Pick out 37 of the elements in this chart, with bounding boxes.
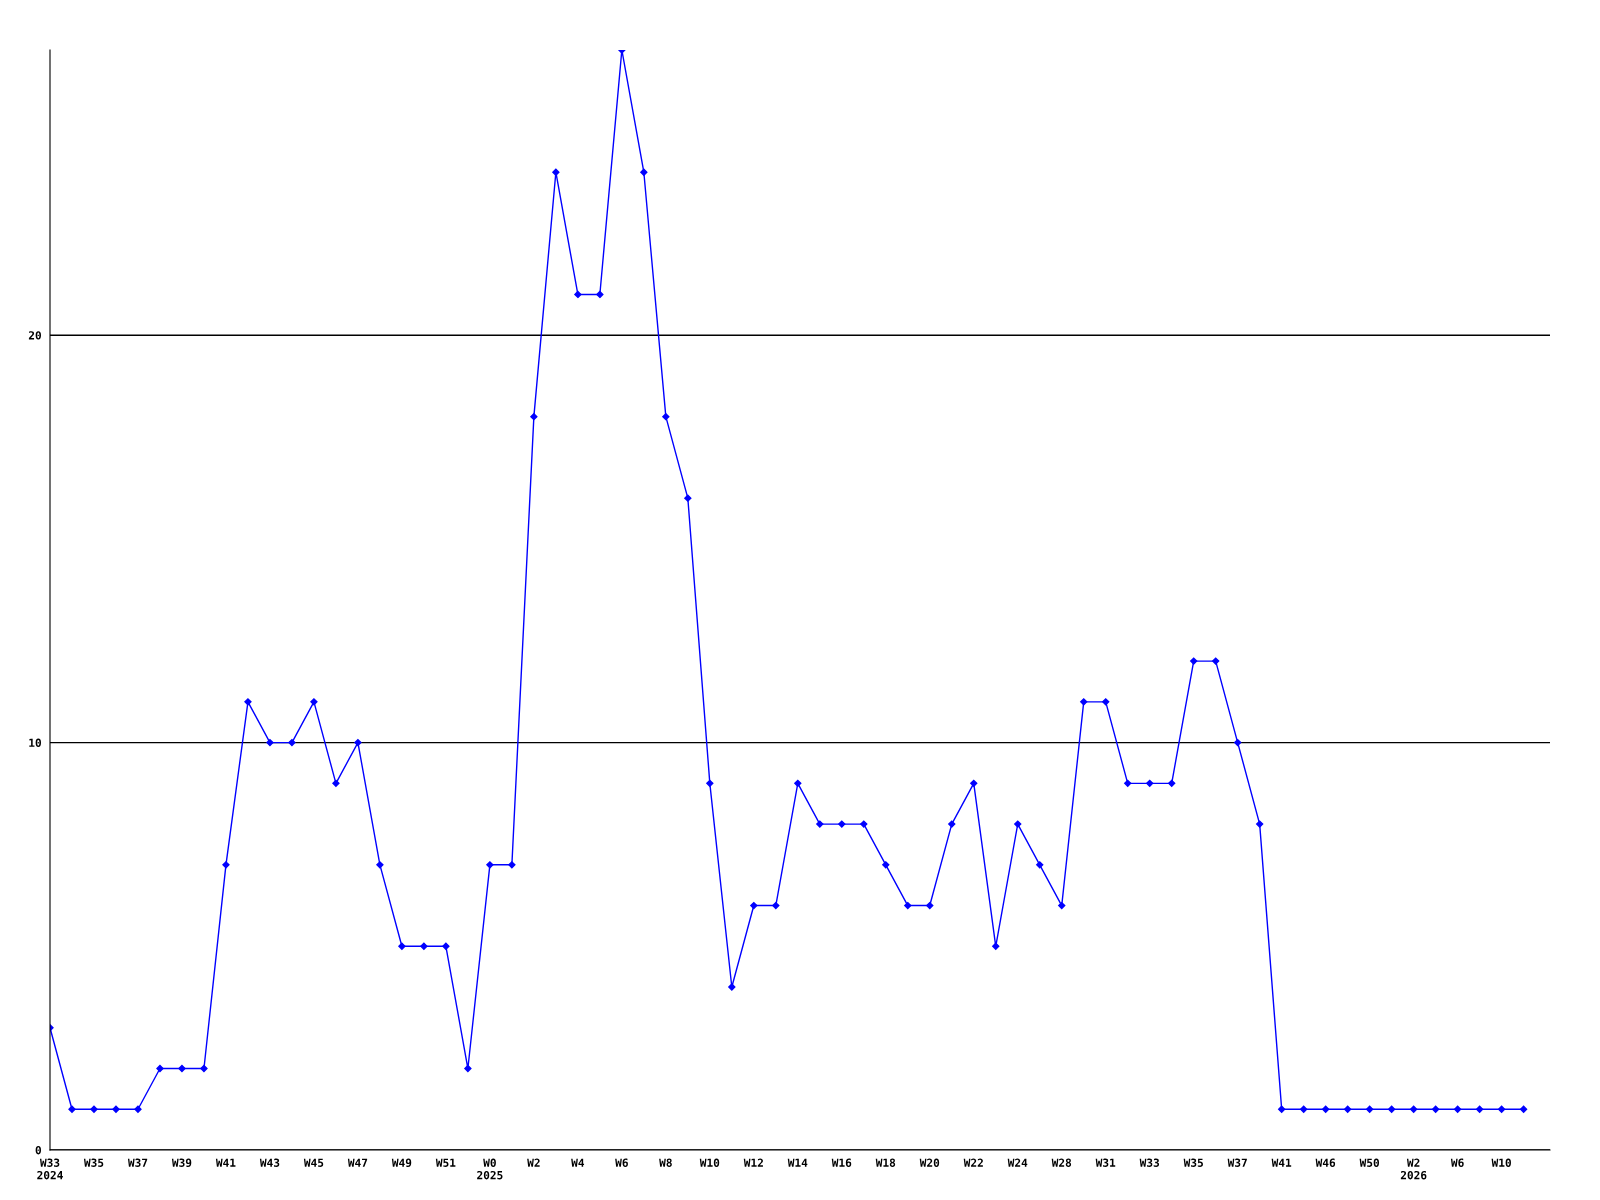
- x-tick-label: W20: [919, 1158, 940, 1167]
- x-tick-label: W45: [303, 1158, 324, 1167]
- x-tick-label: W49: [391, 1158, 412, 1167]
- x-tick-label: W39: [171, 1158, 192, 1167]
- x-tick-label: W35: [83, 1158, 104, 1167]
- x-tick-label: W12: [743, 1158, 763, 1167]
- x-tick-label: W43: [259, 1158, 280, 1167]
- x-tick-label: W2 2026: [1400, 1158, 1427, 1180]
- x-tick-label: W47: [347, 1158, 368, 1167]
- x-tick-label: W33: [1139, 1158, 1160, 1167]
- x-tick-label: W24: [1007, 1158, 1028, 1167]
- x-tick-label: W35: [1183, 1158, 1203, 1167]
- x-tick-label: W37: [1227, 1158, 1247, 1167]
- x-tick-label: W41: [1271, 1158, 1292, 1167]
- x-tick-label: W33 2024: [37, 1158, 63, 1180]
- x-tick-label: W16: [831, 1158, 852, 1167]
- x-tick-label: W28: [1051, 1158, 1072, 1167]
- x-tick-label: W22: [963, 1158, 983, 1167]
- x-tick-label: W51: [435, 1158, 456, 1167]
- x-tick-label: W0 2025: [477, 1158, 503, 1180]
- x-tick-label: W14: [787, 1158, 808, 1167]
- x-tick-label: W10: [1491, 1158, 1511, 1167]
- x-tick-label: W46: [1315, 1158, 1336, 1167]
- x-tick-label: W50: [1359, 1158, 1380, 1167]
- x-tick-label: W18: [875, 1158, 896, 1167]
- x-tick-label: W8: [659, 1158, 672, 1167]
- x-tick-label: W37: [127, 1158, 148, 1167]
- x-tick-label: W4: [571, 1158, 585, 1167]
- x-tick-label: W10: [699, 1158, 720, 1167]
- y-tick-label: 20: [28, 331, 41, 340]
- y-tick-label: 0: [35, 1145, 41, 1155]
- x-tick-label: W41: [215, 1158, 236, 1167]
- x-tick-label: W6: [615, 1158, 628, 1167]
- y-tick-label: 10: [29, 738, 41, 747]
- x-tick-label: W2: [527, 1158, 540, 1167]
- x-tick-label: W6: [1450, 1158, 1464, 1167]
- x-tick-label: W31: [1095, 1158, 1116, 1167]
